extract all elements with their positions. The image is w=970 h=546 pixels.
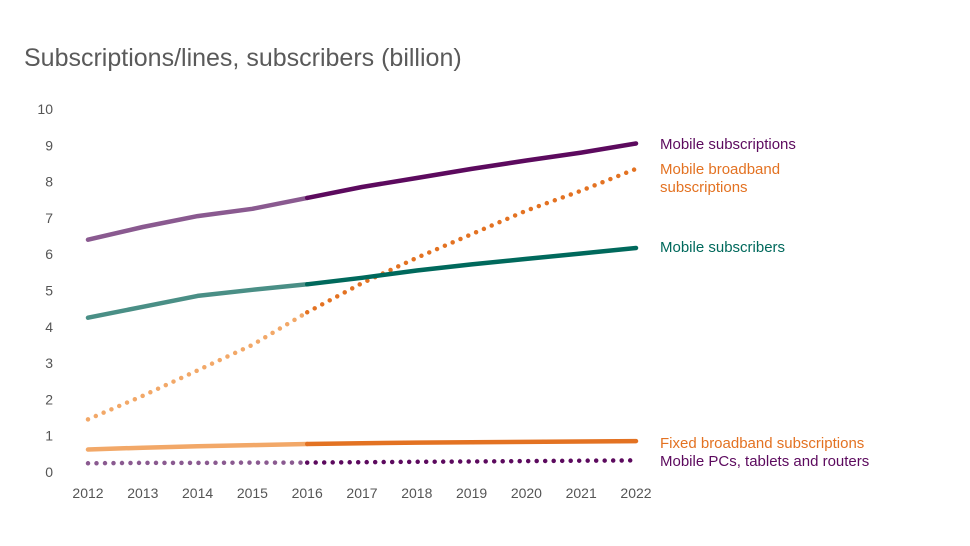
series-line-forecast bbox=[304, 166, 639, 315]
series-line-historical bbox=[85, 310, 310, 422]
y-tick-label: 5 bbox=[45, 283, 53, 299]
y-tick-label: 2 bbox=[45, 391, 53, 407]
series-line-historical bbox=[85, 460, 310, 466]
series-lines bbox=[85, 141, 639, 466]
y-tick-label: 9 bbox=[45, 137, 53, 153]
x-tick-label: 2020 bbox=[511, 485, 542, 501]
series-label-line: Mobile broadband bbox=[660, 161, 780, 178]
series-label: Mobile broadband subscriptions bbox=[660, 161, 780, 196]
series-label-line: Mobile subscribers bbox=[660, 239, 785, 256]
series-label: Mobile subscriptions bbox=[660, 136, 796, 153]
y-axis: 0 1 2 3 4 5 6 7 8 9 10 bbox=[37, 101, 53, 480]
series-line-historical bbox=[85, 441, 310, 452]
series-label-line: Fixed broadband subscriptions bbox=[660, 435, 864, 452]
series-line-historical bbox=[85, 282, 310, 320]
x-tick-label: 2019 bbox=[456, 485, 487, 501]
y-tick-label: 7 bbox=[45, 210, 53, 226]
series-line-forecast bbox=[304, 438, 639, 447]
series-labels: Mobile subscriptions Mobile broadband subs… bbox=[660, 136, 869, 470]
series-line-forecast bbox=[304, 141, 639, 201]
x-tick-label: 2015 bbox=[237, 485, 268, 501]
series-line-forecast bbox=[304, 245, 639, 287]
x-tick-label: 2014 bbox=[182, 485, 213, 501]
x-tick-label: 2016 bbox=[292, 485, 323, 501]
y-tick-label: 0 bbox=[45, 464, 53, 480]
series-label: Fixed broadband subscriptions bbox=[660, 435, 864, 452]
series-label: Mobile subscribers bbox=[660, 239, 785, 256]
x-tick-label: 2017 bbox=[346, 485, 377, 501]
y-tick-label: 8 bbox=[45, 174, 53, 190]
x-tick-label: 2018 bbox=[401, 485, 432, 501]
x-tick-label: 2013 bbox=[127, 485, 158, 501]
y-tick-label: 6 bbox=[45, 246, 53, 262]
series-line-forecast bbox=[304, 458, 639, 465]
x-tick-label: 2021 bbox=[566, 485, 597, 501]
x-axis: 2012 2013 2014 2015 2016 2017 2018 2019 2020 2021… bbox=[72, 485, 651, 501]
x-tick-label: 2022 bbox=[620, 485, 651, 501]
y-tick-label: 1 bbox=[45, 428, 53, 444]
y-tick-label: 3 bbox=[45, 355, 53, 371]
y-tick-label: 4 bbox=[45, 319, 53, 335]
series-label-line: subscriptions bbox=[660, 179, 748, 196]
series-label-line: Mobile PCs, tablets and routers bbox=[660, 453, 869, 470]
x-tick-label: 2012 bbox=[72, 485, 103, 501]
series-label-line: Mobile subscriptions bbox=[660, 136, 796, 153]
y-tick-label: 10 bbox=[37, 101, 53, 117]
series-line-historical bbox=[85, 195, 310, 242]
series-label: Mobile PCs, tablets and routers bbox=[660, 453, 869, 470]
chart-title: Subscriptions/lines, subscribers (billio… bbox=[24, 44, 462, 72]
